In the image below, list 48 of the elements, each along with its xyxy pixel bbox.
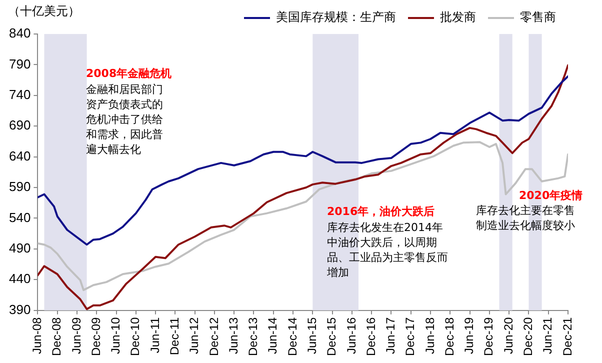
x-tick-label: Dec-16 — [364, 316, 378, 356]
x-tick-label: Dec-20 — [521, 316, 536, 356]
y-tick-label: 540 — [8, 210, 31, 225]
y-tick-label: 390 — [8, 302, 31, 317]
x-tick-label: Jun-09 — [69, 317, 84, 354]
x-tick-label: Jun-19 — [462, 317, 476, 354]
x-tick-label: Jun-18 — [422, 317, 437, 354]
y-tick-label: 790 — [8, 56, 31, 72]
legend-label: 美国库存规模：生产商 — [276, 10, 396, 24]
x-tick-label: Dec-15 — [324, 316, 339, 356]
x-tick-label: Jun-16 — [344, 317, 358, 354]
y-tick-label: 740 — [8, 86, 31, 102]
annotation: 库存去化主要在零售制造业去化幅度较小 — [476, 203, 576, 233]
x-tick-label: Dec-10 — [128, 316, 142, 356]
x-tick-label: Jun-08 — [30, 317, 44, 354]
annotation: 金融和居民部门资产负债表式的危机冲击了供给和需求，因此普遍大幅去化 — [86, 82, 164, 157]
x-tick-label: Dec-18 — [442, 316, 456, 356]
x-tick-label: Dec-19 — [482, 316, 496, 356]
x-tick-label: Dec-11 — [167, 316, 182, 356]
x-tick-label: Dec-21 — [560, 316, 574, 356]
x-tick-label: Dec-08 — [50, 316, 64, 356]
legend-label: 零售商 — [520, 10, 556, 24]
x-tick-label: Dec-17 — [403, 316, 418, 356]
x-tick-label: Jun-11 — [148, 317, 162, 354]
x-tick-label: Jun-13 — [226, 317, 240, 354]
annotation: 库存去化发生在2014年中油价大跌后，以周期品、工业品为主零售反而增加 — [327, 220, 449, 280]
x-tick-label: Jun-10 — [108, 317, 123, 354]
x-tick-label: Jun-20 — [501, 317, 516, 354]
x-tick-label: Dec-12 — [206, 316, 221, 356]
annotation: 2020年疫情 — [519, 188, 583, 203]
x-tick-label: Dec-13 — [246, 316, 260, 356]
x-tick-label: Jun-17 — [384, 317, 398, 354]
y-tick-label: 640 — [8, 148, 31, 164]
x-tick-label: Jun-12 — [187, 317, 202, 354]
legend-label: 批发商 — [440, 10, 476, 24]
annotation: 2016年，油价大跌后 — [327, 204, 435, 219]
x-tick-label: Jun-21 — [540, 317, 555, 354]
x-tick-label: Dec-09 — [88, 316, 103, 356]
annotation: 2008年金融危机 — [86, 66, 172, 81]
x-tick-label: Dec-14 — [285, 316, 300, 356]
x-tick-label: Jun-14 — [266, 317, 280, 354]
x-tick-label: Jun-15 — [304, 317, 319, 354]
y-tick-label: 590 — [8, 179, 31, 194]
y-tick-label: 490 — [8, 240, 31, 256]
y-axis-title: （十亿美元） — [8, 4, 80, 18]
y-tick-label: 690 — [8, 118, 31, 133]
y-tick-label: 440 — [8, 271, 31, 286]
y-tick-label: 840 — [8, 26, 31, 41]
